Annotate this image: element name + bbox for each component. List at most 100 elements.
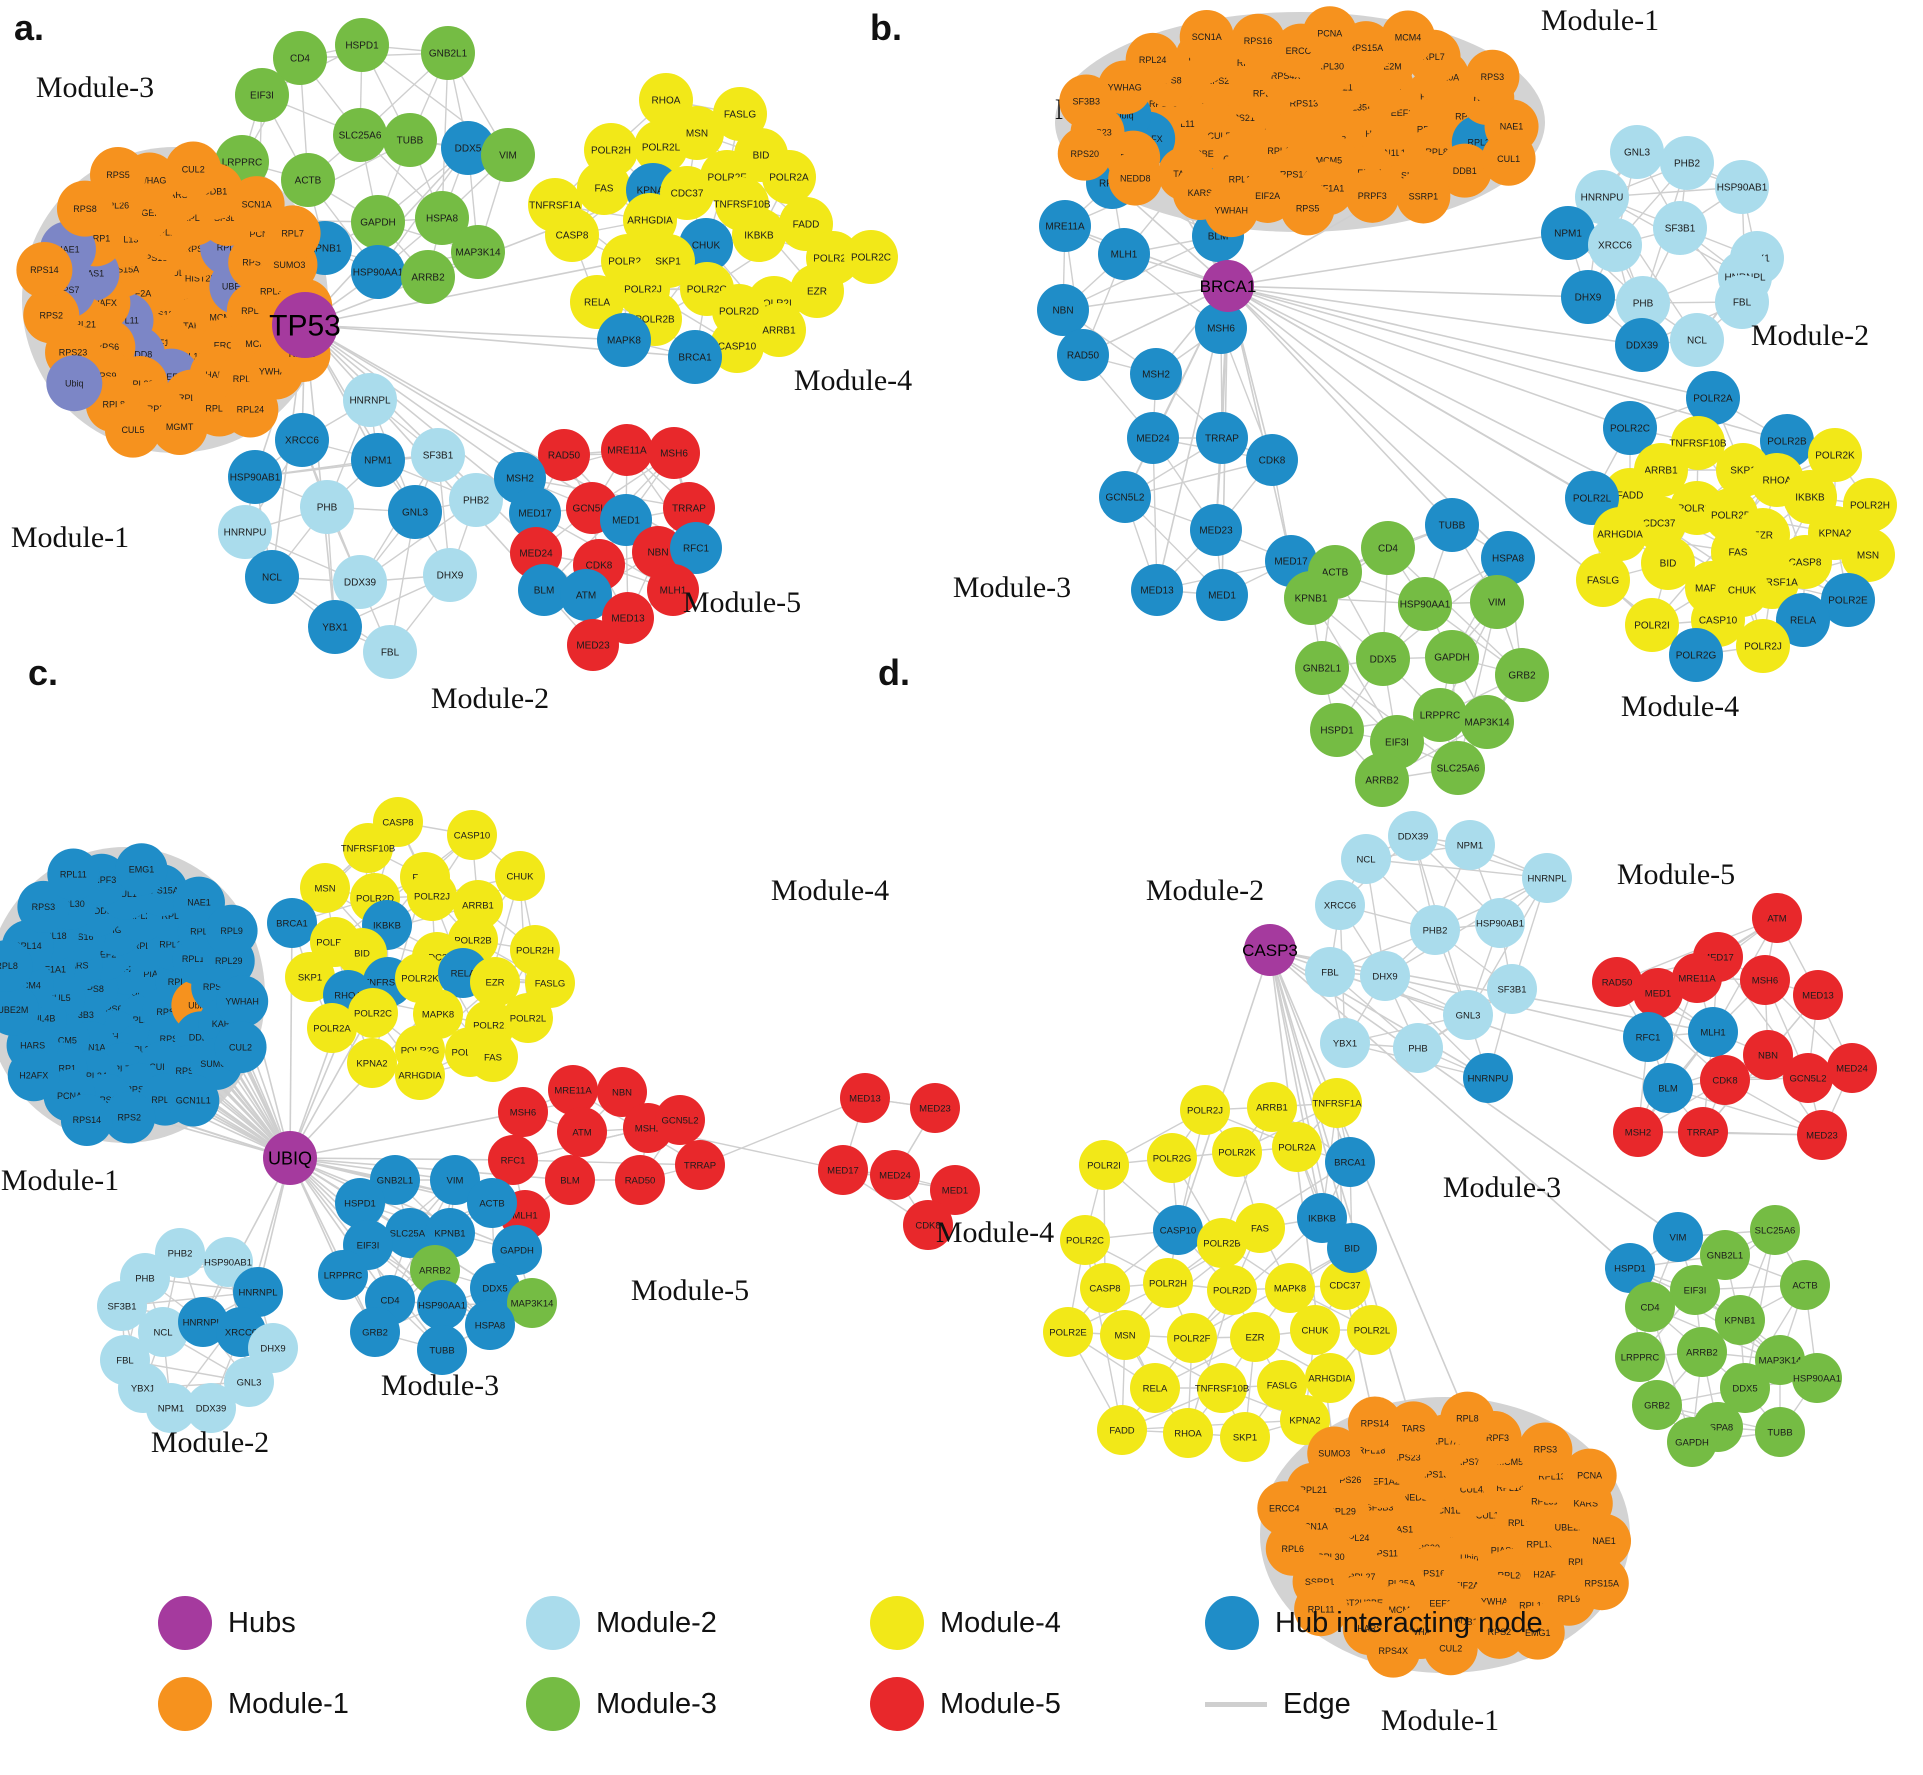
node-label-CDK8: CDK8 bbox=[1712, 1075, 1737, 1086]
node-label-RELA: RELA bbox=[1790, 616, 1816, 627]
node-label-RPS3: RPS3 bbox=[32, 902, 56, 912]
node-RPS5 bbox=[1280, 181, 1335, 236]
node-MED1 bbox=[1196, 569, 1248, 621]
node-label-CUL2: CUL2 bbox=[1439, 1643, 1462, 1653]
node-label-GNL3: GNL3 bbox=[1624, 148, 1651, 159]
node-RPS20 bbox=[1057, 126, 1112, 181]
node-MAP3K14 bbox=[1460, 695, 1514, 749]
node-label-RPS15A: RPS15A bbox=[1349, 43, 1384, 53]
node-POLR2F bbox=[1167, 1313, 1217, 1363]
panel-letter-b: b. bbox=[870, 7, 902, 48]
node-label-NEDD8: NEDD8 bbox=[122, 349, 153, 359]
node-label-NPM1: NPM1 bbox=[364, 456, 392, 467]
node-label-POLR2K: POLR2K bbox=[608, 257, 648, 268]
node-GCN5L2 bbox=[1099, 471, 1151, 523]
hub-node-UBIQ bbox=[263, 1131, 317, 1185]
node-label-FADD: FADD bbox=[1617, 491, 1644, 502]
hub-edge bbox=[1269, 949, 1323, 1219]
node-label-RPS11: RPS11 bbox=[242, 258, 270, 268]
node-RPL24 bbox=[1125, 32, 1180, 87]
node-POLR2E bbox=[1821, 573, 1875, 627]
node-H2AFX bbox=[7, 1049, 60, 1102]
legend-item-module-3: Module-3 bbox=[526, 1676, 717, 1732]
node-label-RPL13: RPL13 bbox=[111, 235, 139, 245]
node-label-RPS14: RPS14 bbox=[30, 265, 59, 275]
node-label-FASLG: FASLG bbox=[1587, 576, 1619, 587]
legend-label: Hubs bbox=[228, 1606, 296, 1639]
node-label-POLR2A: POLR2A bbox=[769, 173, 809, 184]
node-MED23 bbox=[1190, 504, 1242, 556]
node-label-IKBKB: IKBKB bbox=[373, 920, 401, 931]
node-ATM bbox=[560, 569, 612, 621]
node-label-DDX5: DDX5 bbox=[455, 144, 482, 155]
node-label-VIM: VIM bbox=[1670, 1232, 1687, 1243]
node-label-GNB2L1: GNB2L1 bbox=[429, 49, 468, 60]
node-label-MLH1: MLH1 bbox=[512, 1210, 537, 1221]
node-GRB2 bbox=[1632, 1380, 1682, 1430]
node-label-DDB1: DDB1 bbox=[189, 1032, 213, 1042]
node-CASP10 bbox=[1153, 1205, 1203, 1255]
node-label-RAD50: RAD50 bbox=[625, 1175, 656, 1186]
module-label-a-module-2: Module-2 bbox=[431, 682, 549, 715]
node-label-DHX9: DHX9 bbox=[437, 571, 464, 582]
node-label-YWHAH: YWHAH bbox=[1481, 1597, 1515, 1607]
node-label-EEF2: EEF2 bbox=[1391, 108, 1414, 118]
node-label-EEF2: EEF2 bbox=[94, 949, 117, 959]
node-label-NBN: NBN bbox=[647, 548, 668, 559]
node-label-HSP90AA1: HSP90AA1 bbox=[418, 1300, 466, 1311]
node-FBL bbox=[363, 625, 417, 679]
node-label-CASP8: CASP8 bbox=[1089, 1283, 1120, 1294]
node-label-RPL12: RPL12 bbox=[1519, 1600, 1547, 1610]
hub-edge bbox=[202, 1157, 291, 1323]
node-CDK8 bbox=[1246, 434, 1298, 486]
node-MED13 bbox=[602, 592, 654, 644]
node-label-MED23: MED23 bbox=[1199, 526, 1233, 537]
node-DDX39 bbox=[186, 1383, 236, 1433]
module-label-d-module-5: Module-5 bbox=[1617, 858, 1735, 891]
node-label-CDC37: CDC37 bbox=[1329, 1280, 1360, 1291]
node-label-BID: BID bbox=[753, 151, 770, 162]
node-SLC25A6 bbox=[385, 1208, 435, 1258]
node-DHX9 bbox=[1360, 951, 1410, 1001]
node-label-GAPDH: GAPDH bbox=[1434, 653, 1470, 664]
node-RHOA bbox=[1163, 1408, 1213, 1458]
node-label-GRB2: GRB2 bbox=[362, 1327, 388, 1338]
node-label-RPS16: RPS16 bbox=[1244, 36, 1273, 46]
node-label-NEDD8: NEDD8 bbox=[81, 906, 112, 916]
node-label-RPS14: RPS14 bbox=[73, 1115, 102, 1125]
node-label-POLR2J: POLR2J bbox=[1187, 1105, 1223, 1116]
node-PHB bbox=[1393, 1023, 1443, 1073]
node-label-RPL23: RPL23 bbox=[1508, 1518, 1536, 1528]
node-label-POLR2K: POLR2K bbox=[1218, 1147, 1256, 1158]
node-SSRP1 bbox=[1396, 169, 1451, 224]
node-label-MED13: MED13 bbox=[849, 1093, 881, 1104]
node-GNL3 bbox=[1610, 125, 1664, 179]
node-label-PCNA: PCNA bbox=[1317, 28, 1342, 38]
node-label-RPS16: RPS16 bbox=[65, 932, 94, 942]
node-MAP3K14 bbox=[507, 1278, 557, 1328]
node-label-MAP3K14: MAP3K14 bbox=[511, 1298, 554, 1309]
node-label-RHOA: RHOA bbox=[334, 990, 362, 1001]
node-label-ACTB: ACTB bbox=[479, 1198, 504, 1209]
node-label-YBX1: YBX1 bbox=[1333, 1038, 1357, 1049]
node-MED24 bbox=[870, 1150, 920, 1200]
node-NCL bbox=[245, 550, 299, 604]
node-label-RPS2: RPS2 bbox=[1488, 1627, 1512, 1637]
node-label-RPL12: RPL12 bbox=[151, 1095, 179, 1105]
node-label-RPS16: RPS16 bbox=[1417, 1568, 1446, 1578]
node-label-RPL31: RPL31 bbox=[127, 1044, 155, 1054]
node-label-POLR2H: POLR2H bbox=[591, 146, 631, 157]
node-label-MLH1: MLH1 bbox=[660, 586, 687, 597]
node-label-TNFRSF1A: TNFRSF1A bbox=[1312, 1098, 1362, 1109]
node-BID bbox=[1641, 536, 1695, 590]
node-label-ACTB: ACTB bbox=[295, 176, 322, 187]
node-label-DHX9: DHX9 bbox=[1372, 971, 1397, 982]
node-RPL11 bbox=[1294, 1582, 1349, 1637]
node-ARRB1 bbox=[1247, 1082, 1297, 1132]
node-label-POLR2G: POLR2G bbox=[1676, 651, 1717, 662]
node-HSPA8 bbox=[465, 1300, 515, 1350]
module-4-swatch-icon bbox=[870, 1596, 924, 1650]
node-HSPA8 bbox=[1481, 531, 1535, 585]
node-label-MSH2: MSH2 bbox=[1142, 370, 1170, 381]
node-label-UBE2M: UBE2M bbox=[1371, 61, 1402, 71]
